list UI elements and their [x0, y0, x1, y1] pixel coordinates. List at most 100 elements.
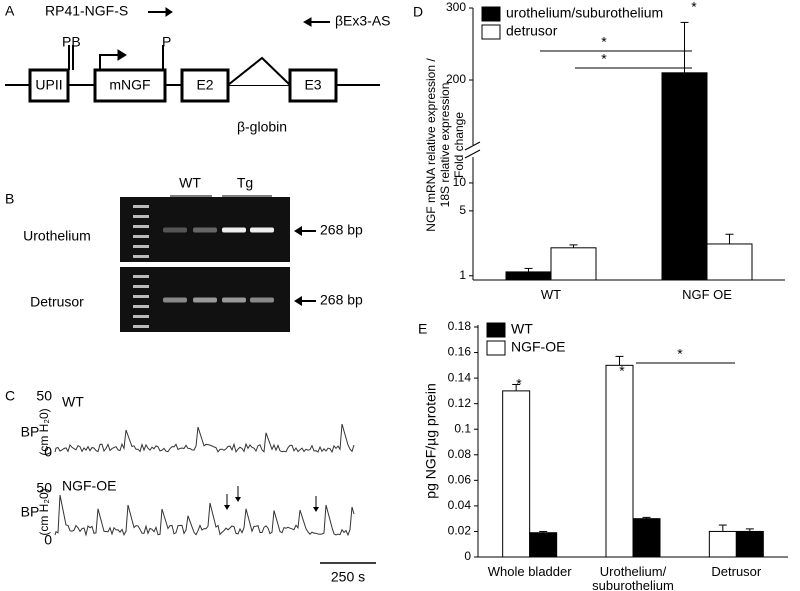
- annotation: *: [677, 346, 683, 362]
- box: [28, 68, 70, 103]
- y-tick-label: 0.16: [448, 345, 472, 359]
- bar: [529, 532, 558, 558]
- box-label: UPII: [35, 77, 62, 93]
- legend-swatch: [486, 340, 506, 356]
- y-tick-label: 1: [459, 268, 466, 282]
- x-tick-label: Detrusor: [711, 564, 762, 579]
- annotation: *: [691, 0, 697, 15]
- lane-label: Tg: [237, 175, 253, 191]
- site-label: P: [162, 34, 171, 50]
- primer-label: βEx3-AS: [335, 13, 391, 29]
- size-label: 268 bp: [320, 292, 363, 308]
- box: [288, 68, 338, 103]
- x-tick-label: WT: [540, 287, 562, 302]
- bar: [661, 72, 708, 281]
- y-tick-label: 0.06: [448, 473, 472, 487]
- ladder-band: [133, 245, 149, 248]
- band: [193, 297, 217, 303]
- legend-label: detrusor: [506, 23, 558, 39]
- box-label: E2: [196, 77, 213, 93]
- bar: [632, 518, 661, 558]
- y-tick-label: 10: [453, 175, 467, 189]
- panel-label: D: [413, 4, 423, 20]
- annotation: *: [601, 34, 607, 50]
- gene-label: β-globin: [237, 119, 287, 135]
- legend-label: urothelium/suburothelium: [506, 5, 663, 21]
- splice: [227, 56, 291, 86]
- box: [93, 68, 167, 103]
- pressure-trace: [54, 494, 355, 537]
- ladder-band: [133, 305, 149, 308]
- row-label: Urothelium: [23, 228, 91, 244]
- band: [222, 297, 246, 303]
- ladder-band: [133, 315, 149, 318]
- bar: [502, 390, 531, 558]
- y-tick-label: 0.18: [448, 319, 472, 333]
- x-tick-label: Urothelium/ suburothelium: [592, 564, 674, 591]
- break-mark: [464, 141, 481, 151]
- y-tick-label: 0.1: [454, 421, 471, 435]
- y-tick-label: 200: [446, 72, 466, 86]
- y-tick-label: 0.04: [448, 498, 472, 512]
- band: [163, 297, 187, 303]
- arrowhead: [294, 226, 302, 236]
- lane-label: WT: [179, 175, 201, 191]
- tss-arrow: [99, 54, 118, 70]
- site-label: PB: [62, 34, 81, 50]
- y-tick-label: 50: [36, 480, 52, 496]
- ladder-band: [133, 325, 149, 328]
- legend-swatch: [481, 6, 501, 22]
- y-tick-label: 5: [459, 203, 466, 217]
- y-label: BP: [21, 504, 40, 520]
- annotation: *: [619, 363, 625, 379]
- ladder-band: [133, 215, 149, 218]
- annotation: *: [516, 376, 522, 392]
- ladder-band: [133, 275, 149, 278]
- band: [193, 227, 217, 233]
- ladder-band: [133, 235, 149, 238]
- band: [250, 227, 274, 233]
- y-tick-label: 0: [44, 532, 52, 548]
- bar: [735, 530, 764, 558]
- bar: [605, 364, 634, 558]
- trace-label: NGF-OE: [62, 478, 116, 494]
- y-label: BP: [21, 424, 40, 440]
- gels: [120, 197, 290, 332]
- y-tick-label: 0.12: [448, 396, 472, 410]
- y-tick-label: 0.02: [448, 524, 472, 538]
- y-tick-label: 0.14: [448, 370, 472, 384]
- bar: [505, 271, 552, 281]
- legend-label: NGF-OE: [511, 339, 565, 355]
- y-tick-label: 0: [44, 444, 52, 460]
- arrowhead: [313, 507, 319, 512]
- arrowhead: [165, 7, 173, 17]
- y-tick-label: 50: [36, 388, 52, 404]
- x-tick-label: Whole bladder: [487, 564, 572, 579]
- arrowhead: [117, 49, 127, 61]
- arrowhead: [224, 505, 230, 510]
- row-label: Detrusor: [30, 294, 84, 310]
- bar: [708, 530, 737, 558]
- trace-label: WT: [62, 394, 84, 410]
- band: [163, 227, 187, 233]
- y-tick-label: 0: [464, 549, 471, 563]
- ladder-band: [133, 285, 149, 288]
- panel-a: [5, 7, 380, 103]
- panel-label: C: [5, 388, 15, 404]
- pressure-trace: [54, 423, 355, 454]
- break-mark: [464, 149, 481, 159]
- arrowhead: [302, 17, 312, 27]
- band: [222, 227, 246, 233]
- y-unit: (cm H₂0): [37, 408, 51, 455]
- y-axis-title: pg NGF/µg protein: [423, 383, 439, 498]
- ladder-band: [133, 255, 149, 258]
- legend-swatch: [481, 24, 501, 40]
- box-label: E3: [304, 77, 321, 93]
- box: [180, 68, 230, 103]
- arrowhead: [235, 497, 241, 502]
- y-tick-label: 300: [446, 0, 466, 14]
- panel-label: E: [418, 321, 427, 337]
- ladder-band: [133, 225, 149, 228]
